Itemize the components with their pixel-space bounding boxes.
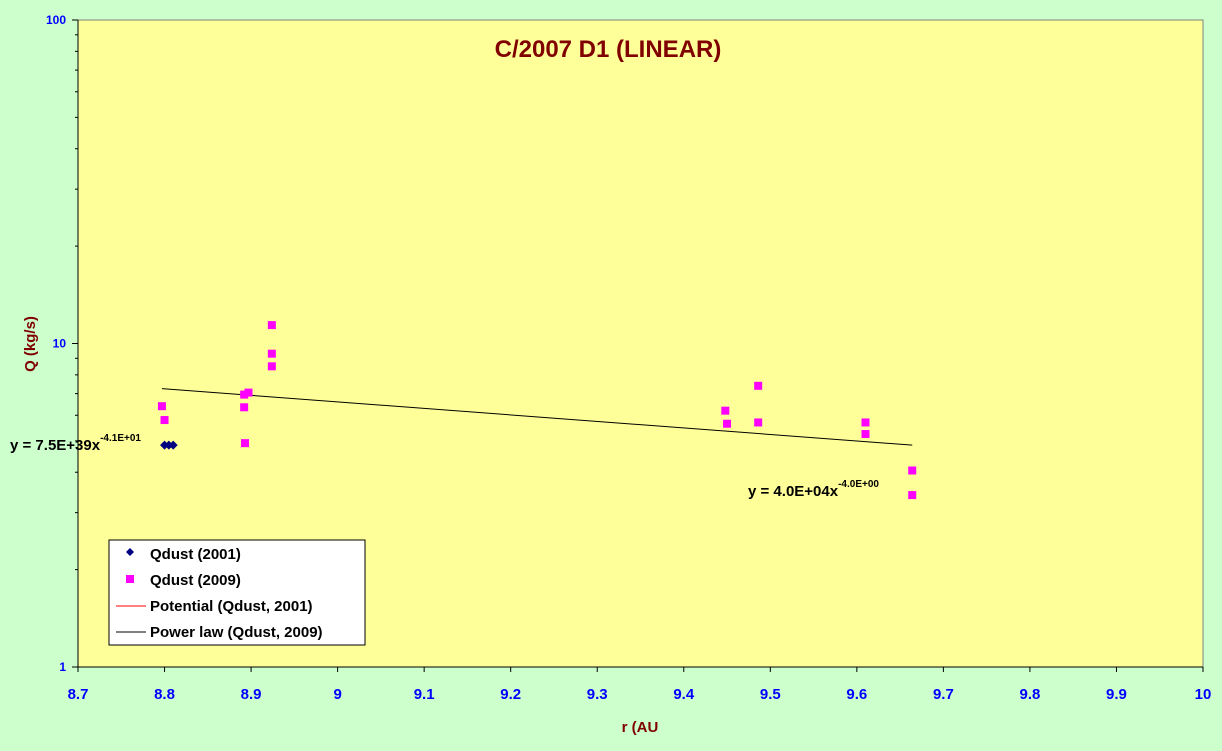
- data-point-square: [240, 390, 249, 399]
- data-point-square: [267, 362, 276, 371]
- x-axis-title: r (AU: [622, 719, 659, 736]
- data-point-square: [908, 491, 917, 500]
- x-ticks: 8.7 8.8 8.9 9 9.1 9.2 9.3 9.4 9.5 9.6 9.7 9.8 9.9 10: [68, 667, 1212, 703]
- trendline-equation-2001: y = 7.5E+39x-4.1E+01: [10, 433, 141, 454]
- equation-exponent-2009: -4.0E+00: [838, 479, 879, 490]
- y-axis-title: Q (kg/s): [22, 316, 39, 372]
- x-tick-label: 9.1: [414, 686, 435, 703]
- equation-base-2001: y = 7.5E+39x: [10, 437, 101, 454]
- legend: Qdust (2001) Qdust (2009) Potential (Qdu…: [108, 539, 366, 646]
- data-point-square: [861, 418, 870, 427]
- trendline-equation-2009: y = 4.0E+04x-4.0E+00: [748, 479, 879, 500]
- y-tick-label: 100: [46, 13, 66, 27]
- x-tick-label: 9: [333, 686, 341, 703]
- legend-label: Qdust (2001): [150, 546, 241, 563]
- data-point-square: [160, 416, 169, 425]
- x-tick-label: 9.6: [846, 686, 867, 703]
- data-markers: [157, 321, 917, 500]
- x-tick-label: 9.4: [673, 686, 695, 703]
- x-tick-label: 9.3: [587, 686, 608, 703]
- legend-label: Potential (Qdust, 2001): [150, 598, 313, 615]
- data-point-diamond: [168, 440, 178, 450]
- x-tick-label: 9.9: [1106, 686, 1127, 703]
- data-point-square: [754, 381, 763, 390]
- x-tick-label: 8.7: [68, 686, 89, 703]
- legend-square-marker: [126, 575, 134, 583]
- x-tick-label: 9.5: [760, 686, 781, 703]
- legend-item-potential-2001: Potential (Qdust, 2001): [116, 598, 313, 615]
- x-tick-label: 10: [1195, 686, 1212, 703]
- legend-item-qdust-2001: Qdust (2001): [126, 546, 241, 563]
- data-point-square: [240, 403, 249, 412]
- data-point-square: [267, 349, 276, 358]
- x-tick-label: 8.8: [154, 686, 175, 703]
- legend-box: [108, 539, 366, 646]
- data-point-square: [241, 439, 250, 448]
- data-point-square: [267, 321, 276, 330]
- x-tick-label: 9.2: [500, 686, 521, 703]
- x-tick-label: 8.9: [241, 686, 262, 703]
- data-point-square: [861, 430, 870, 439]
- legend-item-qdust-2009: Qdust (2009): [126, 572, 241, 589]
- y-ticks: 1 10 100: [46, 13, 78, 674]
- data-point-square: [244, 388, 253, 397]
- data-point-square: [754, 418, 763, 427]
- x-tick-label: 9.8: [1019, 686, 1040, 703]
- y-tick-label: 10: [53, 337, 67, 351]
- x-tick-label: 9.7: [933, 686, 954, 703]
- trendline: [161, 388, 913, 446]
- y-tick-label: 1: [59, 660, 66, 674]
- data-point-square: [721, 406, 730, 415]
- data-point-square: [157, 402, 166, 411]
- legend-diamond-marker: [126, 548, 134, 556]
- data-point-square: [908, 466, 917, 475]
- chart-title: C/2007 D1 (LINEAR): [495, 36, 722, 63]
- equation-exponent-2001: -4.1E+01: [100, 433, 141, 444]
- legend-label: Qdust (2009): [150, 572, 241, 589]
- data-point-square: [723, 419, 732, 428]
- legend-item-power-law-2009: Power law (Qdust, 2009): [116, 624, 323, 641]
- equation-base-2009: y = 4.0E+04x: [748, 483, 839, 500]
- legend-label: Power law (Qdust, 2009): [150, 624, 323, 641]
